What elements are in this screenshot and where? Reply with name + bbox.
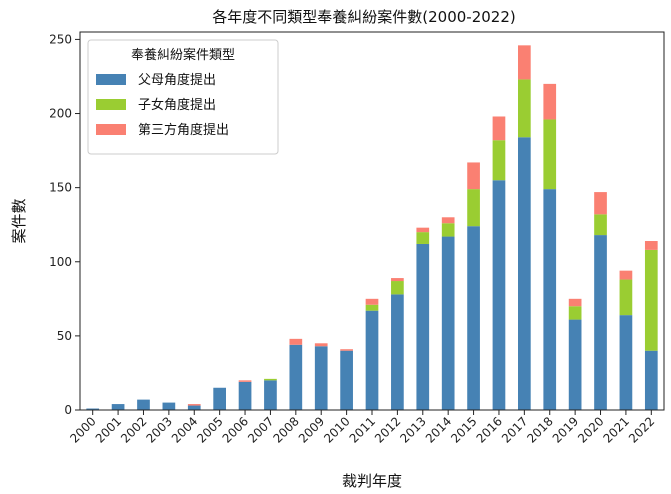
bar-2013-series-1 [416, 232, 430, 244]
x-tick-label-2011: 2011 [347, 414, 378, 445]
bar-2022-series-1 [644, 249, 658, 351]
y-tick-label-50: 50 [57, 329, 72, 343]
bar-2015-series-1 [467, 189, 480, 227]
bar-2019-series-2 [568, 298, 582, 307]
bar-2011-series-2 [365, 298, 379, 305]
bar-2017-series-0 [518, 137, 531, 410]
x-tick-label-2012: 2012 [372, 414, 403, 445]
bar-2011-series-1 [365, 304, 379, 311]
x-tick-label-2020: 2020 [575, 414, 606, 445]
bar-2015-series-0 [467, 226, 480, 410]
bar-2019-series-0 [568, 319, 582, 410]
x-axis: 2000200120022003200420052006200720082009… [67, 410, 657, 446]
bar-2010-series-2 [340, 349, 353, 351]
bar-2017-series-1 [518, 79, 531, 138]
bar-2022-series-2 [644, 241, 658, 250]
x-tick-label-2013: 2013 [397, 414, 428, 445]
bar-2009-series-0 [314, 346, 328, 410]
bar-2011-series-0 [365, 310, 379, 410]
bar-2016-series-2 [492, 116, 506, 141]
bar-2020-series-2 [594, 192, 607, 215]
bar-2021-series-2 [619, 270, 633, 280]
x-tick-label-2004: 2004 [169, 414, 200, 445]
x-tick-label-2008: 2008 [270, 414, 301, 445]
x-tick-label-2017: 2017 [499, 414, 530, 445]
x-tick-label-2009: 2009 [296, 414, 327, 445]
bars-group [86, 45, 658, 410]
bar-2013-series-2 [416, 227, 430, 233]
y-tick-label-200: 200 [49, 107, 72, 121]
y-axis-title: 案件數 [10, 198, 28, 243]
bar-2003-series-0 [162, 402, 176, 410]
y-tick-label-250: 250 [49, 32, 72, 46]
bar-2014-series-2 [441, 217, 455, 224]
x-axis-title: 裁判年度 [342, 472, 402, 490]
x-tick-label-2005: 2005 [194, 414, 225, 445]
x-tick-label-2022: 2022 [626, 414, 657, 445]
x-tick-label-2010: 2010 [321, 414, 352, 445]
legend-label-1: 子女角度提出 [138, 97, 216, 113]
bar-2006-series-0 [238, 381, 252, 410]
bar-2020-series-0 [594, 235, 607, 410]
bar-2022-series-0 [644, 350, 658, 410]
bar-2012-series-2 [391, 278, 404, 282]
bar-2013-series-0 [416, 243, 430, 410]
y-tick-label-150: 150 [49, 181, 72, 195]
bar-2005-series-0 [213, 387, 226, 410]
bar-2008-series-2 [289, 338, 303, 345]
bar-2014-series-1 [441, 223, 455, 237]
legend-box [87, 39, 279, 155]
bar-2014-series-0 [441, 236, 455, 410]
bar-2006-series-2 [238, 380, 252, 382]
y-tick-label-100: 100 [49, 255, 72, 269]
bar-2017-series-2 [518, 45, 531, 80]
x-tick-label-2003: 2003 [143, 414, 174, 445]
bar-2018-series-1 [543, 119, 557, 190]
x-tick-label-2006: 2006 [220, 414, 251, 445]
x-tick-label-2018: 2018 [524, 414, 555, 445]
bar-2016-series-1 [492, 140, 506, 181]
legend-label-0: 父母角度提出 [138, 72, 216, 88]
legend-swatch-0 [96, 74, 126, 85]
bar-2018-series-2 [543, 83, 557, 120]
x-tick-label-2016: 2016 [474, 414, 505, 445]
bar-2015-series-2 [467, 162, 480, 190]
x-tick-label-2019: 2019 [550, 414, 581, 445]
legend-swatch-2 [96, 124, 126, 135]
legend-title: 奉養糾紛案件類型 [131, 47, 235, 63]
legend-label-2: 第三方角度提出 [138, 122, 229, 138]
bar-2000-series-0 [86, 408, 100, 410]
x-tick-label-2007: 2007 [245, 414, 276, 445]
bar-2004-series-0 [187, 405, 201, 410]
x-tick-label-2021: 2021 [601, 414, 632, 445]
bar-2019-series-1 [568, 306, 582, 320]
bar-2007-series-0 [264, 380, 277, 410]
x-tick-label-2000: 2000 [67, 414, 98, 445]
x-tick-label-2015: 2015 [448, 414, 479, 445]
y-tick-label-0: 0 [64, 403, 72, 417]
legend-swatch-1 [96, 99, 126, 110]
bar-2012-series-0 [391, 294, 404, 410]
bar-2008-series-0 [289, 344, 303, 410]
bar-2010-series-0 [340, 350, 353, 410]
x-tick-label-2014: 2014 [423, 414, 454, 445]
bar-2021-series-1 [619, 279, 633, 316]
bar-2018-series-0 [543, 189, 557, 410]
x-tick-label-2001: 2001 [93, 414, 124, 445]
bar-2002-series-0 [137, 399, 150, 410]
bar-2021-series-0 [619, 315, 633, 410]
bar-2001-series-0 [111, 404, 125, 410]
bar-2020-series-1 [594, 214, 607, 236]
x-tick-label-2002: 2002 [118, 414, 149, 445]
bar-2004-series-2 [187, 404, 201, 406]
bar-2012-series-1 [391, 281, 404, 295]
y-axis: 0 50 100 150 200 250 [49, 32, 80, 417]
bar-2016-series-0 [492, 180, 506, 410]
bar-2009-series-2 [314, 343, 328, 347]
bar-2007-series-1 [264, 378, 277, 381]
chart-title: 各年度不同類型奉養糾紛案件數(2000-2022) [212, 8, 515, 26]
